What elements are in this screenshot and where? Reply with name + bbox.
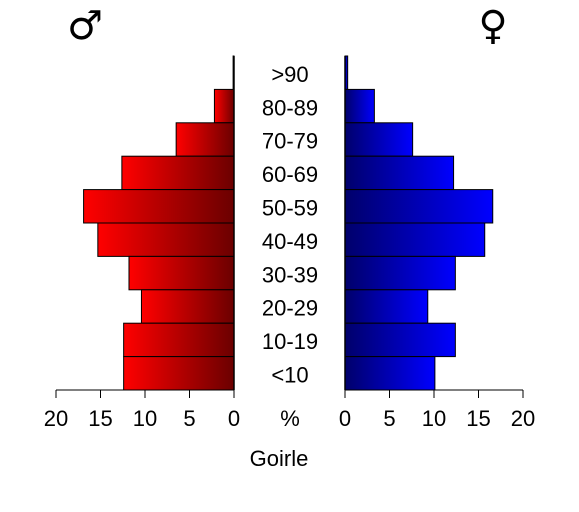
- bar: [344, 222, 486, 257]
- bar: [213, 88, 235, 124]
- x-tick-label: 10: [133, 406, 157, 431]
- category-label: 50-59: [262, 195, 318, 220]
- bar: [97, 222, 235, 257]
- bar: [128, 255, 235, 291]
- bar: [123, 322, 235, 358]
- category-label: 60-69: [262, 162, 318, 187]
- bar: [344, 122, 414, 157]
- bar: [344, 356, 436, 391]
- x-tick-label: 5: [383, 406, 395, 431]
- category-label: 40-49: [262, 229, 318, 254]
- bar: [344, 255, 456, 291]
- legend-symbol: ♀: [478, 3, 507, 49]
- x-axis-label: Goirle: [250, 446, 309, 471]
- x-tick-label: 10: [422, 406, 446, 431]
- category-label: 30-39: [262, 262, 318, 287]
- category-label: 10-19: [262, 329, 318, 354]
- category-label: 20-29: [262, 296, 318, 321]
- category-label: 70-79: [262, 129, 318, 154]
- bar: [344, 289, 429, 324]
- x-tick-label: 5: [183, 406, 195, 431]
- x-tick-label: 20: [44, 406, 68, 431]
- bar: [175, 122, 235, 157]
- bar: [344, 322, 456, 358]
- bar: [83, 189, 235, 224]
- legend-symbol: ♂: [67, 3, 103, 49]
- bar: [344, 88, 375, 124]
- bar: [344, 189, 494, 224]
- bar: [140, 289, 235, 324]
- x-tick-label: 15: [466, 406, 490, 431]
- category-label: <10: [271, 362, 308, 387]
- category-label: 80-89: [262, 95, 318, 120]
- x-tick-label: 15: [88, 406, 112, 431]
- x-tick-label: 0: [228, 406, 240, 431]
- bar: [123, 356, 235, 391]
- bar: [121, 155, 235, 191]
- bar: [344, 155, 455, 191]
- unit-label: %: [280, 406, 300, 431]
- x-tick-label: 0: [339, 406, 351, 431]
- category-label: >90: [271, 62, 308, 87]
- x-tick-label: 20: [511, 406, 535, 431]
